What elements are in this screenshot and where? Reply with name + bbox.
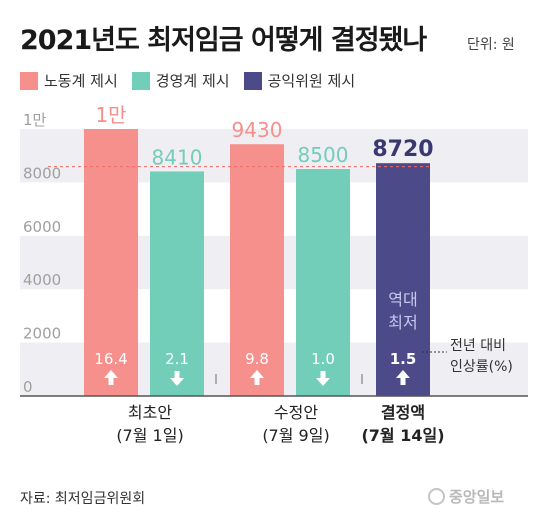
legend-label-labor: 노동계 제시 (44, 72, 118, 90)
y-tick-label: 8000 (23, 164, 61, 182)
bar (296, 169, 350, 396)
chart-title: 2021년도 최저임금 어떻게 결정됐나 (20, 25, 427, 56)
bar-value-label: 8720 (372, 137, 433, 162)
legend-swatch-labor (20, 71, 38, 90)
bar-value-label: 9430 (232, 118, 283, 142)
y-tick-label: 1만 (23, 111, 47, 129)
change-rate-label: 1.5 (390, 350, 417, 368)
legend-swatch-public (243, 71, 262, 90)
category-label: 결정액 (381, 403, 425, 422)
arrow-down-icon (316, 371, 330, 386)
bar (150, 171, 204, 396)
y-tick-label: 6000 (23, 218, 61, 236)
change-rate-label: 2.1 (165, 350, 189, 368)
legend-label-public: 공익위원 제시 (267, 72, 356, 90)
bar-note-label: 최저 (388, 313, 417, 332)
source-note: 자료: 최저임금위원회 (20, 491, 146, 507)
category-sublabel: (7월 14일) (361, 426, 444, 445)
bar (376, 163, 430, 396)
y-tick-label: 2000 (23, 325, 61, 343)
y-tick-label: 0 (23, 378, 33, 396)
arrow-up-icon (104, 370, 118, 385)
bar-value-label: 8410 (152, 145, 203, 169)
change-rate-label: 9.8 (245, 350, 269, 368)
bar-value-label: 1만 (95, 103, 126, 127)
arrow-up-icon (250, 370, 264, 385)
bar (84, 129, 138, 396)
change-rate-label: 1.0 (311, 350, 335, 368)
legend-swatch-business (131, 71, 150, 90)
legend-label-business: 경영계 제시 (155, 72, 230, 90)
logo-icon (428, 488, 445, 505)
legend: 노동계 제시 경영계 제시 공익위원 제시 (20, 70, 369, 91)
arrow-down-icon (170, 371, 184, 386)
category-label: 수정안 (274, 403, 318, 422)
bar (230, 144, 284, 396)
change-rate-label: 16.4 (94, 350, 127, 368)
logo-text: 중앙일보 (449, 488, 505, 506)
bar-chart: 0 2000 4000 6000 8000 1만 1만 16.4 8410 2.1 9430 9.8 8… (20, 103, 528, 445)
publisher-logo: 중앙일보 (428, 486, 504, 507)
category-sublabel: (7월 9일) (262, 426, 329, 445)
callout-text: 전년 대비 (450, 338, 506, 354)
category-label: 최초안 (128, 403, 172, 422)
arrow-up-icon (396, 370, 410, 385)
bar-value-label: 8500 (298, 143, 349, 167)
callout-text: 인상률(%) (450, 359, 513, 375)
legend-item-business: 경영계 제시 (131, 70, 230, 91)
unit-label: 단위: 원 (467, 37, 515, 53)
legend-item-public: 공익위원 제시 (243, 70, 356, 91)
legend-item-labor: 노동계 제시 (20, 70, 118, 91)
y-tick-label: 4000 (23, 271, 61, 289)
bar-note-label: 역대 (388, 290, 417, 309)
category-sublabel: (7월 1일) (116, 426, 183, 445)
